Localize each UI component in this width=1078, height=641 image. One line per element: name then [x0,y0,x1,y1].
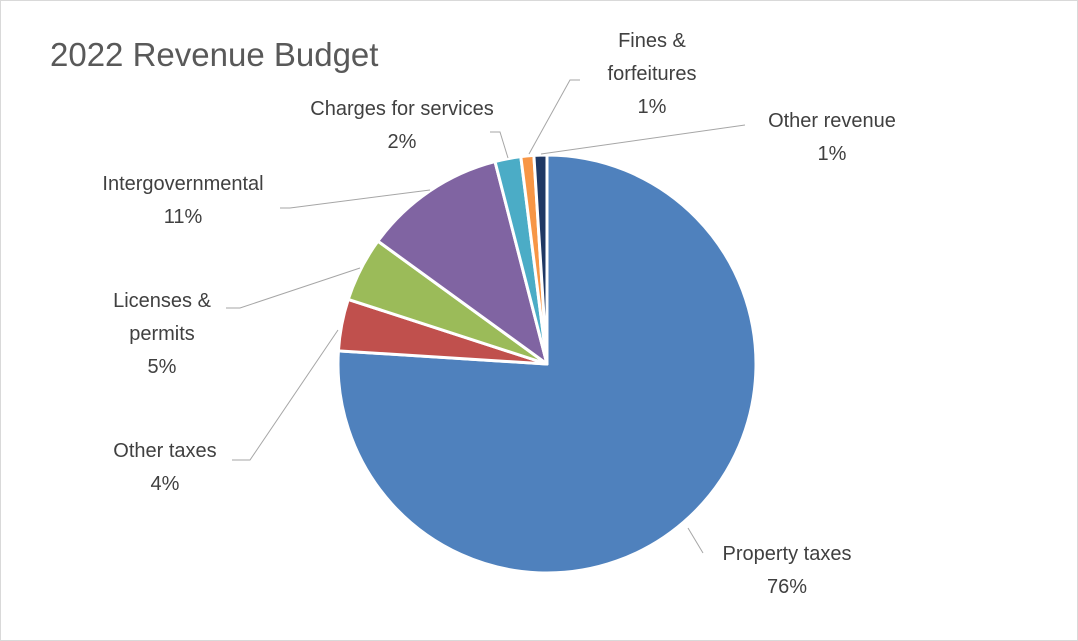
label-category: Licenses & permits [113,290,211,345]
leader-line [226,267,361,309]
label-category: Other revenue [768,110,896,132]
leader-line [490,131,509,159]
data-label: Fines & forfeitures 1% [592,25,712,124]
label-value: 5% [147,356,177,378]
label-category: Charges for services [310,98,494,120]
leader-line [280,189,431,209]
pie-slice [336,153,758,575]
label-value: 1% [817,143,847,165]
data-label: Charges for services 2% [282,93,522,159]
data-label: Other revenue 1% [732,105,932,171]
label-category: Other taxes [113,440,217,462]
data-label: Property taxes 76% [687,538,887,604]
label-category: Intergovernmental [102,173,264,195]
label-value: 4% [150,473,180,495]
pie-slice [532,153,549,366]
leader-line [232,329,339,461]
label-value: 1% [637,96,667,118]
pie-slice [376,160,549,366]
data-label: Intergovernmental 11% [73,168,293,234]
label-value: 2% [387,131,417,153]
label-category: Fines & forfeitures [607,30,697,85]
leader-line [687,527,704,554]
leader-line [540,124,746,155]
label-category: Property taxes [722,543,852,565]
data-label: Licenses & permits 5% [92,285,232,384]
leader-line [528,79,580,155]
label-value: 11% [163,206,203,228]
chart-title: 2022 Revenue Budget [50,36,379,73]
data-label: Other taxes 4% [85,435,245,501]
label-value: 76% [766,576,808,598]
